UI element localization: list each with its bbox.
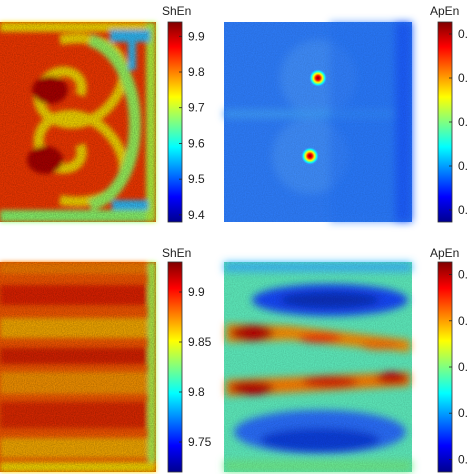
colorbar-tick-label: 0. xyxy=(458,71,468,85)
colorbar-tick-label: 9.85 xyxy=(188,335,212,349)
colorbar-bottom-left: ShEn 9.9 9.85 9.8 9.75 xyxy=(162,246,212,473)
colorbar-tick-label: 9.7 xyxy=(188,101,205,115)
colorbar-tick-label: 9.5 xyxy=(188,172,205,186)
colorbar-top-right: ApEn 0. 0. 0. 0. 0. xyxy=(430,4,468,223)
heatmap-bottom-left xyxy=(0,262,156,472)
colorbar-tick-label: 0. xyxy=(458,203,468,217)
heatmap-bottom-right xyxy=(224,262,412,472)
colorbar-tick-label: 0. xyxy=(458,115,468,129)
colorbar-tick-label: 9.6 xyxy=(188,136,205,150)
colorbar-gradient xyxy=(167,261,183,473)
colorbar-tick-label: 9.9 xyxy=(188,29,205,43)
colorbar-gradient xyxy=(167,21,183,223)
heatmap-top-left xyxy=(0,22,156,222)
colorbar-label: ApEn xyxy=(430,4,459,18)
colorbar-bottom-right: ApEn 0. 0. 0. 0. 0. xyxy=(430,246,468,473)
colorbar-tick-label: 0. xyxy=(458,406,468,420)
colorbar-tick-label: 0. xyxy=(458,159,468,173)
colorbar-tick-label: 9.8 xyxy=(188,65,205,79)
colorbar-tick-label: 9.75 xyxy=(188,435,212,449)
colorbar-tick-label: 9.8 xyxy=(188,385,205,399)
colorbar-tick-label: 0. xyxy=(458,27,468,41)
heatmap-top-right xyxy=(224,22,412,222)
colorbar-tick-label: 0. xyxy=(458,452,468,466)
colorbar-tick-label: 9.4 xyxy=(188,208,205,222)
colorbar-label: ApEn xyxy=(430,246,459,260)
colorbar-label: ShEn xyxy=(162,4,191,18)
colorbar-tick-label: 0. xyxy=(458,314,468,328)
colorbar-label: ShEn xyxy=(162,246,191,260)
colorbar-tick-label: 9.9 xyxy=(188,285,205,299)
colorbar-tick-label: 0. xyxy=(458,360,468,374)
colorbar-top-left: ShEn 9.9 9.8 9.7 9.6 9.5 9.4 xyxy=(162,4,205,223)
colorbar-tick-label: 0. xyxy=(458,268,468,282)
